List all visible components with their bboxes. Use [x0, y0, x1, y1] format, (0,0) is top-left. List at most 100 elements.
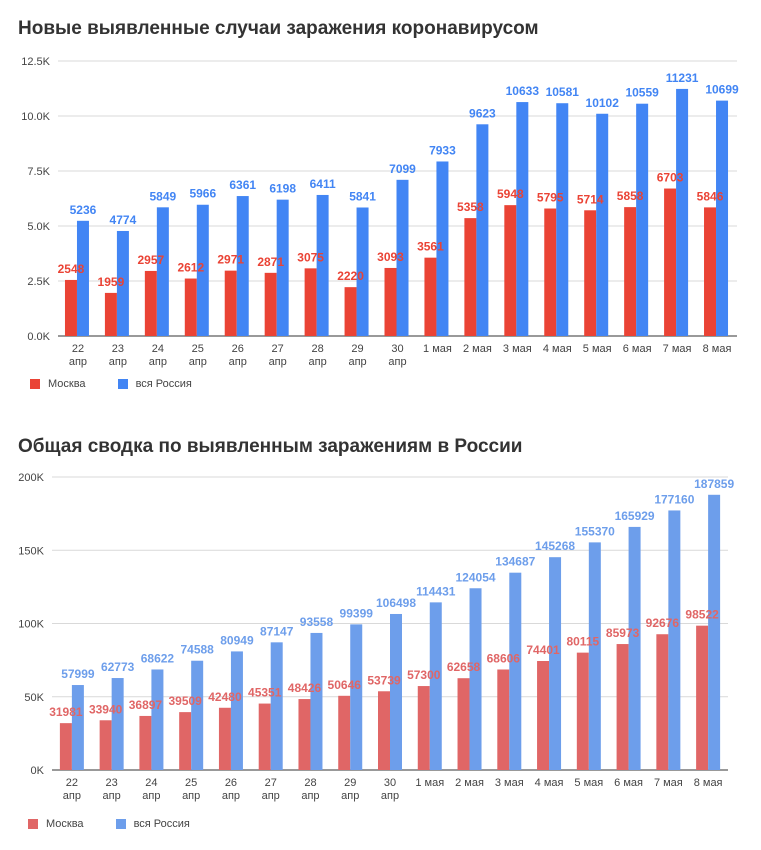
data-label-вся-россия: 10102: [586, 96, 620, 110]
bar-москва-29-апр: [338, 695, 351, 770]
x-tick-label: 22 апр: [63, 777, 81, 802]
x-tick-label: 25 апр: [189, 343, 207, 368]
bar-вся-россия-24-апр: [156, 207, 169, 336]
x-tick-label: 27 апр: [262, 777, 280, 802]
bar-москва-7-мая: [656, 634, 669, 770]
data-label-москва: 2548: [58, 262, 85, 276]
bar-вся-россия-4-мая: [556, 103, 569, 336]
chart-title: Общая сводка по выявленным заражениям в …: [18, 436, 523, 457]
chart-total-cases-plot: 0K 50K 100K 150K 200K 31981 33940 36897 39509 424…: [18, 472, 734, 802]
bar-вся-россия-2-мая: [469, 588, 482, 770]
bar-москва-23-апр: [104, 292, 117, 336]
data-label-москва: 5795: [537, 191, 564, 205]
data-label-вся-россия: 11231: [666, 71, 699, 85]
x-tick-label: 30 апр: [388, 343, 406, 368]
bar-москва-3-мая: [504, 205, 517, 336]
bar-москва-28-апр: [304, 268, 317, 336]
bar-москва-8-мая: [704, 207, 717, 336]
x-tick-label: 1 мая: [423, 343, 452, 355]
data-label-москва: 85973: [606, 626, 640, 640]
bar-вся-россия-25-апр: [196, 204, 209, 336]
bar-вся-россия-22-апр: [76, 220, 89, 336]
bar-москва-30-апр: [378, 691, 390, 770]
bar-вся-россия-26-апр: [236, 196, 249, 336]
data-label-москва: 2871: [257, 255, 284, 269]
legend-swatch-russia: [115, 819, 126, 829]
data-label-вся-россия: 124054: [456, 570, 496, 584]
data-label-вся-россия: 7933: [429, 143, 456, 157]
bar-вся-россия-29-апр: [356, 207, 369, 336]
data-label-москва: 2220: [337, 269, 364, 283]
x-tick-label: 23 апр: [109, 343, 127, 368]
data-label-вся-россия: 145268: [535, 539, 575, 553]
legend-swatch-russia: [117, 379, 128, 389]
legend-label-russia: вся Россия: [133, 818, 190, 830]
data-label-вся-россия: 99399: [340, 606, 374, 620]
bar-москва-4-мая: [537, 661, 550, 770]
bar-вся-россия-5-мая: [596, 113, 609, 336]
data-label-вся-россия: 114431: [416, 584, 456, 598]
data-label-москва: 5846: [697, 189, 724, 203]
data-label-москва: 3561: [417, 240, 444, 254]
data-label-вся-россия: 68622: [141, 651, 175, 665]
bar-москва-7-мая: [664, 188, 677, 336]
x-tick-label: 7 мая: [663, 343, 692, 355]
data-label-вся-россия: 6411: [310, 177, 336, 191]
data-label-москва: 48426: [288, 681, 322, 695]
data-label-москва: 5358: [457, 200, 484, 214]
legend-item-moscow[interactable]: Москва: [30, 378, 86, 390]
bar-вся-россия-8-мая: [708, 494, 721, 770]
data-label-вся-россия: 7099: [389, 162, 416, 176]
legend-item-moscow[interactable]: Москва: [28, 818, 84, 830]
x-tick-label: 1 мая: [415, 777, 444, 789]
data-label-москва: 39509: [168, 694, 202, 708]
data-label-москва: 1959: [98, 275, 125, 289]
data-label-вся-россия: 5849: [150, 189, 177, 203]
bar-вся-россия-6-мая: [628, 526, 641, 770]
bar-вся-россия-28-апр: [310, 632, 323, 770]
legend-label-moscow: Москва: [46, 818, 84, 830]
bar-москва-6-мая: [616, 644, 629, 770]
data-label-вся-россия: 177160: [654, 492, 694, 506]
y-tick-label: 200K: [18, 472, 44, 484]
bar-вся-россия-23-апр: [111, 678, 124, 770]
bar-вся-россия-27-апр: [270, 642, 283, 770]
data-label-вся-россия: 4774: [110, 213, 137, 227]
x-tick-label: 5 мая: [583, 343, 612, 355]
bar-москва-29-апр: [344, 287, 357, 336]
data-label-москва: 80115: [566, 635, 599, 649]
y-tick-label: 50K: [24, 692, 44, 704]
bar-вся-россия-7-мая: [668, 510, 681, 770]
bar-вся-россия-8-мая: [716, 100, 729, 336]
bar-вся-россия-4-мая: [549, 557, 562, 770]
bar-москва-5-мая: [576, 652, 589, 770]
legend-label-moscow: Москва: [48, 378, 86, 390]
data-label-москва: 2612: [177, 261, 204, 275]
bar-вся-россия-1-мая: [436, 161, 449, 336]
legend-item-russia[interactable]: вся Россия: [117, 378, 192, 390]
data-label-вся-россия: 9623: [469, 106, 496, 120]
bar-москва-8-мая: [696, 625, 709, 770]
data-label-вся-россия: 10633: [506, 84, 540, 98]
y-tick-label: 10.0K: [21, 111, 50, 123]
data-label-москва: 45351: [248, 686, 282, 700]
bar-вся-россия-24-апр: [151, 669, 164, 770]
data-label-вся-россия: 134687: [495, 555, 535, 569]
data-label-москва: 3075: [297, 250, 324, 264]
legend: Москва вся Россия: [30, 378, 216, 390]
x-tick-label: 8 мая: [703, 343, 732, 355]
data-label-москва: 5858: [617, 189, 644, 203]
data-label-москва: 2957: [138, 253, 165, 267]
data-label-москва: 42480: [208, 690, 242, 704]
bar-москва-1-мая: [417, 686, 430, 770]
x-tick-label: 2 мая: [455, 777, 484, 789]
data-label-вся-россия: 5841: [349, 189, 376, 203]
x-tick-label: 22 апр: [69, 343, 87, 368]
data-label-вся-россия: 5966: [189, 187, 216, 201]
data-label-вся-россия: 74588: [180, 643, 214, 657]
y-tick-label: 5.0K: [27, 221, 50, 233]
bar-москва-25-апр: [184, 278, 197, 336]
legend-item-russia[interactable]: вся Россия: [115, 818, 190, 830]
bar-москва-24-апр: [139, 715, 152, 770]
data-label-вся-россия: 6198: [269, 182, 296, 196]
